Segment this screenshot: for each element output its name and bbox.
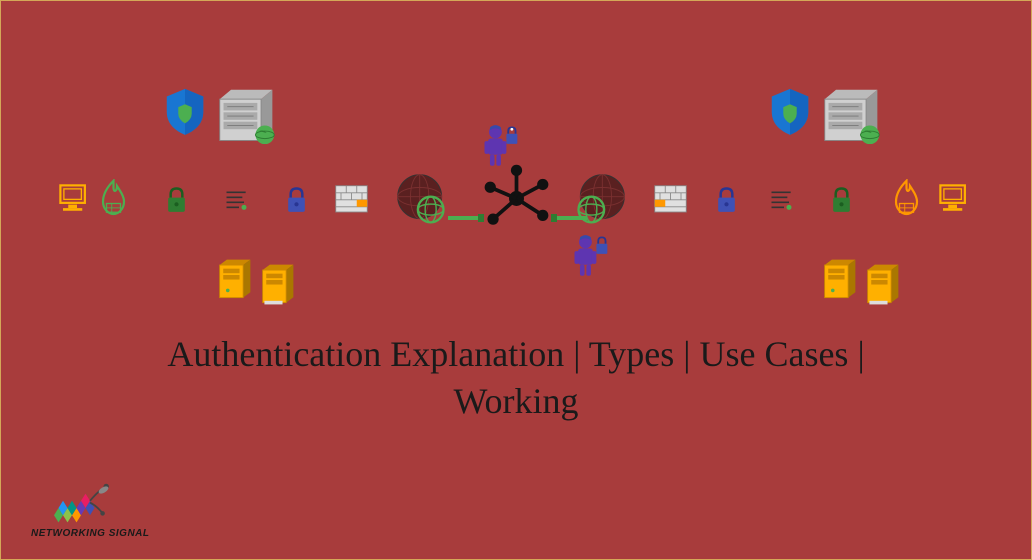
computer-icon [936, 181, 971, 216]
network-diagram [1, 51, 1031, 311]
shield-icon [766, 86, 814, 138]
computer-icon [56, 181, 91, 216]
list-icon [224, 189, 249, 211]
page-title: Authentication Explanation | Types | Use… [1, 331, 1031, 425]
padlock-icon [714, 186, 739, 214]
logo-graphic-icon [45, 481, 135, 526]
server-box-icon [864, 261, 902, 309]
server-box-icon [216, 256, 254, 304]
user-lock-icon [569, 231, 611, 279]
firewall-flame-icon [889, 179, 924, 217]
server-box-icon [259, 261, 297, 309]
server-box-icon [821, 256, 859, 304]
shield-icon [161, 86, 209, 138]
logo-text: NETWORKING SIGNAL [31, 528, 150, 539]
padlock-icon [284, 186, 309, 214]
globe-mesh-icon [394, 171, 449, 226]
padlock-icon [164, 186, 189, 214]
user-lock-icon [479, 121, 521, 169]
list-icon [769, 189, 794, 211]
firewall-flame-icon [96, 179, 131, 217]
brand-logo: NETWORKING SIGNAL [31, 481, 150, 539]
connector-icon [446, 213, 486, 223]
globe-mesh-icon [573, 171, 628, 226]
padlock-icon [829, 186, 854, 214]
server-icon [216, 86, 278, 144]
brick-wall-icon [334, 184, 369, 214]
brick-wall-icon [653, 184, 688, 214]
hub-icon [479, 161, 554, 236]
server-icon [821, 86, 883, 144]
